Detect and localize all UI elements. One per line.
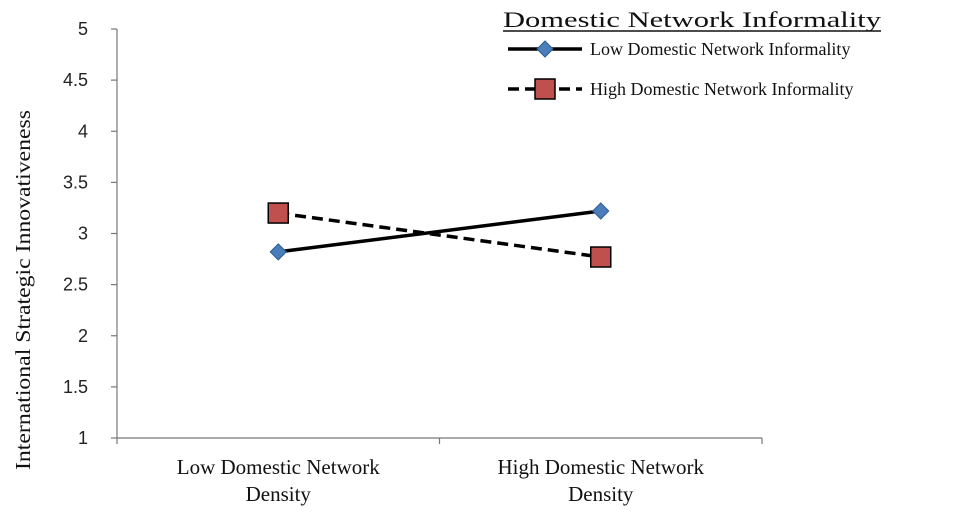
legend: Domestic Network Informality Low Domesti… [503, 7, 881, 100]
x-category-label: Low Domestic Network Density [177, 455, 380, 506]
legend-title: Domestic Network Informality [503, 7, 881, 32]
y-tick-label: 1.5 [63, 377, 88, 397]
series-line [278, 209, 601, 254]
series-line [278, 211, 601, 259]
x-category-label: High Domestic Network Density [498, 455, 705, 506]
x-axis-categories: Low Domestic Network Density High Domestic… [177, 455, 705, 506]
y-tick-label: 2.5 [63, 275, 88, 295]
legend-entry-label: Low Domestic Network Informality [590, 39, 850, 59]
y-tick-label: 1 [78, 428, 88, 448]
data-point [590, 246, 612, 268]
y-tick-label: 4 [78, 121, 88, 141]
data-point [592, 202, 610, 220]
y-axis-label: International Strategic Innovativeness [11, 110, 35, 470]
data-point [267, 202, 289, 224]
y-tick-label: 2 [78, 326, 88, 346]
series-group [267, 202, 612, 268]
legend-entry-label: High Domestic Network Informality [590, 79, 853, 99]
y-tick-label: 5 [78, 19, 88, 39]
y-axis-ticks: 1 1.5 2 2.5 3 3.5 4 4.5 5 [63, 19, 117, 448]
y-tick-label: 3.5 [63, 172, 88, 192]
legend-marker [536, 40, 554, 58]
data-point [269, 243, 287, 261]
legend-marker [534, 78, 556, 100]
y-tick-label: 4.5 [63, 70, 88, 90]
y-tick-label: 3 [78, 224, 88, 244]
